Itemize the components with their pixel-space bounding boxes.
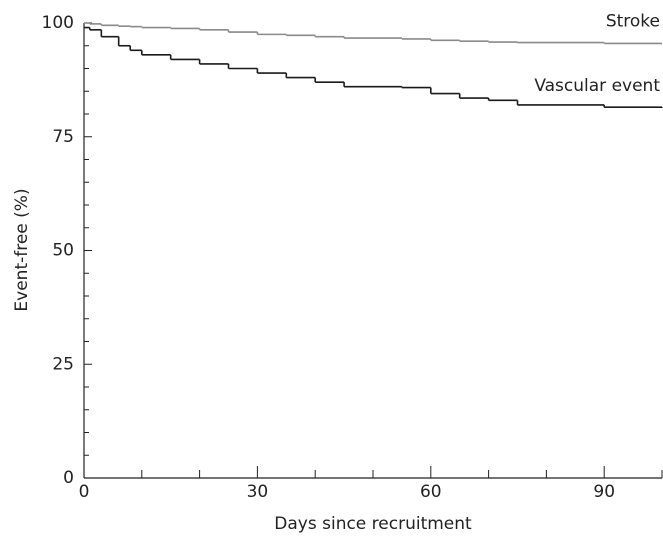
y-axis-label: Event-free (%) xyxy=(12,188,32,311)
y-tick-label: 0 xyxy=(63,468,74,488)
y-tick-label: 100 xyxy=(42,13,74,33)
y-tick-label: 50 xyxy=(52,241,74,261)
x-tick-label: 60 xyxy=(420,482,442,502)
x-tick-label: 0 xyxy=(79,482,90,502)
y-tick-label: 25 xyxy=(52,354,74,374)
x-axis-label: Days since recruitment xyxy=(274,514,472,534)
series-label: Vascular event xyxy=(534,76,660,96)
x-tick-label: 30 xyxy=(247,482,269,502)
x-tick-label: 90 xyxy=(593,482,615,502)
y-tick-label: 75 xyxy=(52,127,74,147)
series-label: Stroke xyxy=(606,11,660,31)
